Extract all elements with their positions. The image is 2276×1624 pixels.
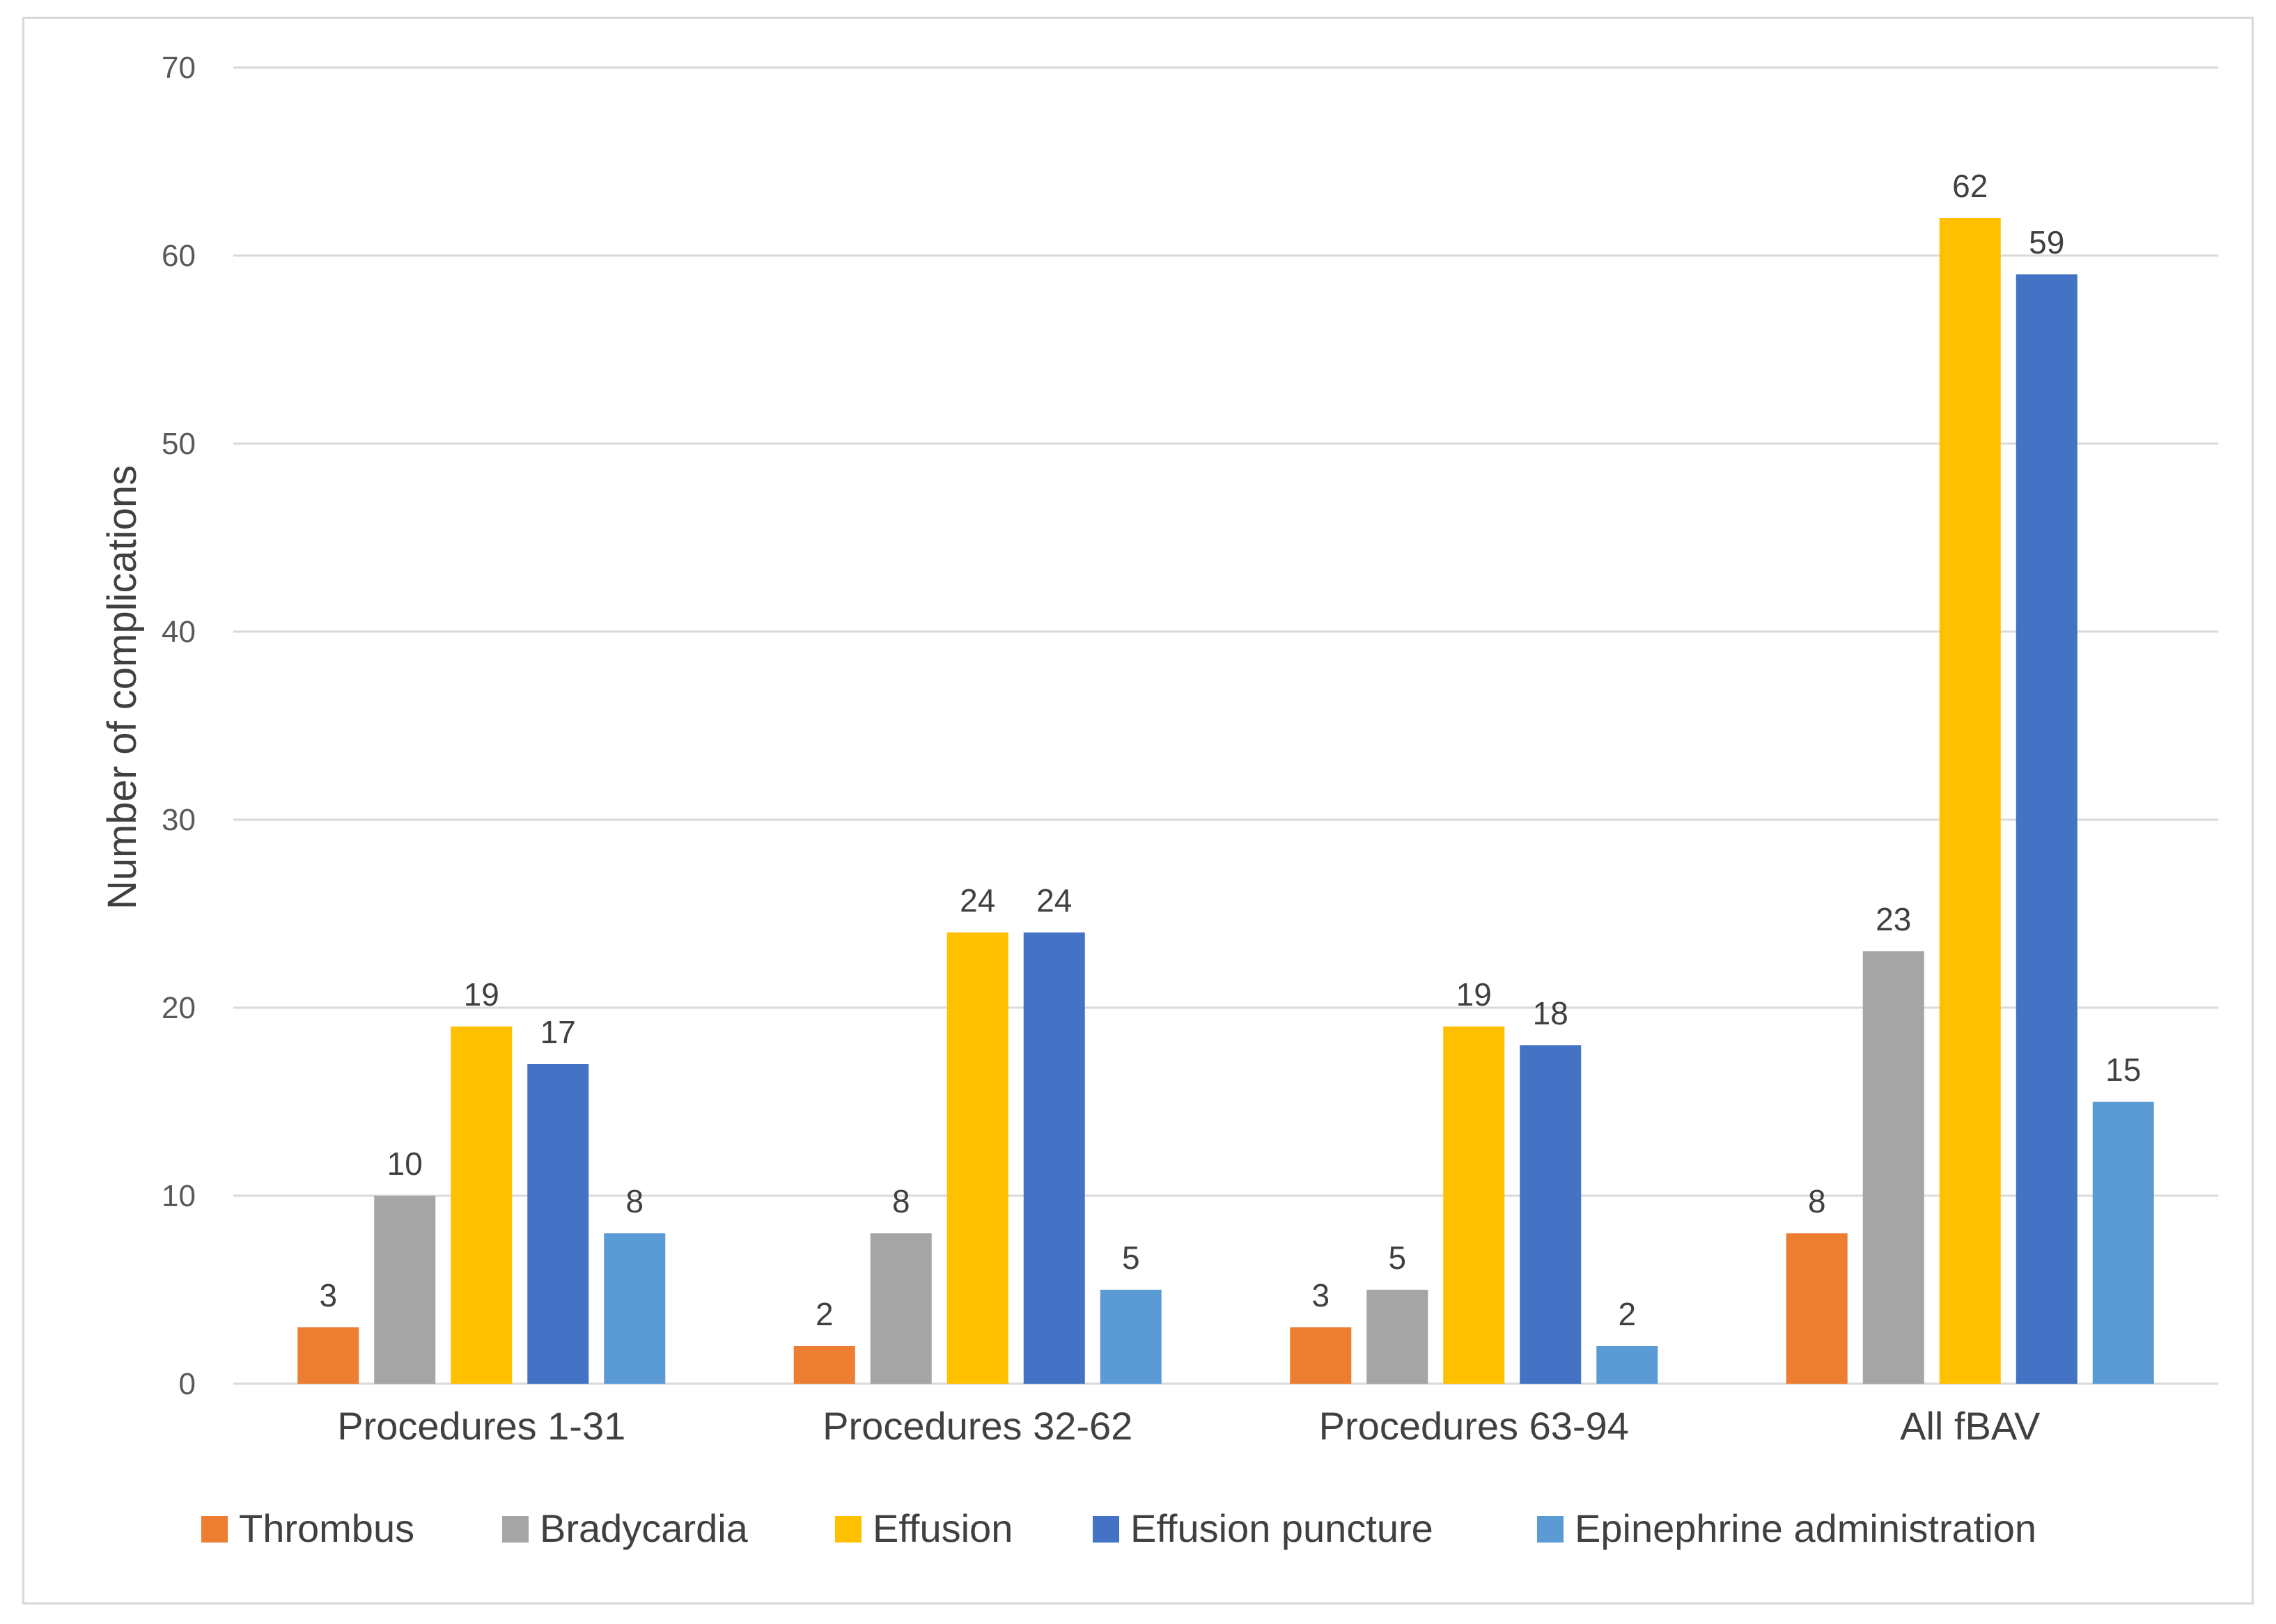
x-category-label: Procedures 1-31 <box>337 1404 625 1448</box>
legend-label: Thrombus <box>239 1506 414 1550</box>
data-labels: 3 10 19 17 8 2 8 24 24 5 3 5 19 18 2 8 23 62 59 15 <box>319 168 2141 1332</box>
data-label: 62 <box>1952 168 1988 204</box>
bar-effusion <box>946 932 1008 1384</box>
y-axis-title: Number of complications <box>100 465 145 909</box>
x-category-label: All fBAV <box>1900 1404 2041 1448</box>
bar-bradycardia <box>1366 1290 1428 1384</box>
bar-epinephrine-administration <box>2092 1102 2154 1384</box>
bar-epinephrine-administration <box>1100 1290 1162 1384</box>
data-label: 2 <box>1618 1296 1636 1332</box>
x-axis-categories: Procedures 1-31 Procedures 32-62 Procedure… <box>337 1404 2041 1448</box>
bar-thrombus <box>297 1327 359 1384</box>
data-label: 5 <box>1122 1240 1140 1276</box>
data-label: 3 <box>1311 1277 1330 1313</box>
bar-bradycardia <box>374 1196 436 1384</box>
data-label: 17 <box>540 1014 576 1050</box>
bar-thrombus <box>793 1346 855 1384</box>
data-label: 8 <box>625 1183 644 1219</box>
x-category-label: Procedures 32-62 <box>823 1404 1132 1448</box>
bar-epinephrine-administration <box>604 1233 666 1384</box>
bar-bradycardia <box>870 1233 932 1384</box>
bars <box>297 218 2154 1384</box>
legend-swatch <box>835 1516 862 1543</box>
data-label: 19 <box>464 976 499 1013</box>
data-label: 18 <box>1533 995 1568 1031</box>
bar-effusion-puncture <box>2016 274 2078 1384</box>
legend-swatch <box>1093 1516 1119 1543</box>
data-label: 10 <box>387 1146 423 1182</box>
bar-thrombus <box>1786 1233 1848 1384</box>
chart-frame: 0 10 20 30 40 50 60 70 3 10 19 17 8 2 8 24 24 5 3 5 19 18 2 8 2… <box>22 17 2254 1605</box>
y-tick-label: 70 <box>162 51 196 85</box>
y-tick-label: 10 <box>162 1179 196 1213</box>
data-label: 24 <box>1036 882 1072 919</box>
legend-swatch <box>502 1516 529 1543</box>
y-tick-label: 50 <box>162 427 196 461</box>
data-label: 8 <box>1808 1183 1826 1219</box>
legend-label: Effusion <box>873 1506 1013 1550</box>
y-tick-label: 20 <box>162 991 196 1025</box>
data-label: 59 <box>2029 224 2064 260</box>
data-label: 15 <box>2105 1052 2141 1088</box>
bar-bradycardia <box>1862 951 1924 1384</box>
bar-epinephrine-administration <box>1596 1346 1658 1384</box>
data-label: 23 <box>1876 901 1911 937</box>
legend-label: Epinephrine administration <box>1575 1506 2036 1550</box>
bar-effusion <box>451 1026 513 1384</box>
y-tick-label: 40 <box>162 615 196 649</box>
legend-label: Bradycardia <box>540 1506 749 1550</box>
bar-thrombus <box>1290 1327 1352 1384</box>
bar-effusion-puncture <box>527 1064 589 1384</box>
y-tick-label: 60 <box>162 239 196 273</box>
legend-label: Effusion puncture <box>1130 1506 1433 1550</box>
data-label: 24 <box>960 882 995 919</box>
y-axis-ticks: 0 10 20 30 40 50 60 70 <box>162 51 196 1401</box>
y-tick-label: 30 <box>162 803 196 837</box>
legend-swatch <box>201 1516 228 1543</box>
x-category-label: Procedures 63-94 <box>1319 1404 1629 1448</box>
bar-chart: 0 10 20 30 40 50 60 70 3 10 19 17 8 2 8 24 24 5 3 5 19 18 2 8 2… <box>100 51 2218 1550</box>
data-label: 5 <box>1388 1240 1406 1276</box>
data-label: 8 <box>892 1183 910 1219</box>
data-label: 3 <box>319 1277 337 1313</box>
legend: Thrombus Bradycardia Effusion Effusion punc… <box>201 1506 2036 1550</box>
legend-swatch <box>1537 1516 1564 1543</box>
data-label: 2 <box>816 1296 834 1332</box>
y-tick-label: 0 <box>179 1367 196 1401</box>
bar-effusion-puncture <box>1520 1045 1582 1384</box>
bar-effusion <box>1443 1026 1505 1384</box>
data-label: 19 <box>1456 976 1492 1013</box>
bar-effusion-puncture <box>1023 932 1085 1384</box>
bar-effusion <box>1939 218 2001 1384</box>
